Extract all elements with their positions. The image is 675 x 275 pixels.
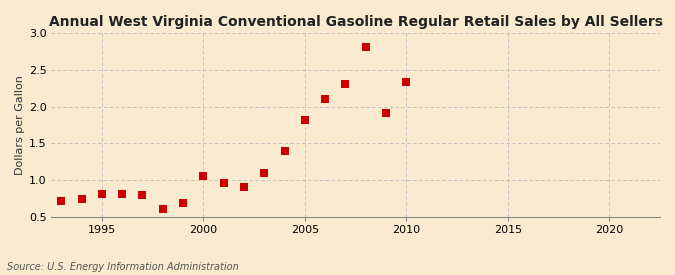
Title: Annual West Virginia Conventional Gasoline Regular Retail Sales by All Sellers: Annual West Virginia Conventional Gasoli…: [49, 15, 663, 29]
Point: [97, 192, 107, 196]
Point: [178, 201, 188, 205]
Point: [137, 193, 148, 197]
Point: [198, 174, 209, 179]
Point: [218, 181, 229, 185]
Y-axis label: Dollars per Gallon: Dollars per Gallon: [15, 75, 25, 175]
Point: [56, 199, 67, 204]
Point: [238, 185, 249, 190]
Point: [279, 148, 290, 153]
Point: [360, 45, 371, 49]
Point: [259, 170, 269, 175]
Point: [76, 196, 87, 201]
Point: [300, 118, 310, 122]
Point: [401, 80, 412, 84]
Point: [340, 82, 351, 87]
Text: Source: U.S. Energy Information Administration: Source: U.S. Energy Information Administ…: [7, 262, 238, 272]
Point: [157, 207, 168, 211]
Point: [381, 111, 392, 115]
Point: [320, 97, 331, 101]
Point: [117, 192, 128, 196]
